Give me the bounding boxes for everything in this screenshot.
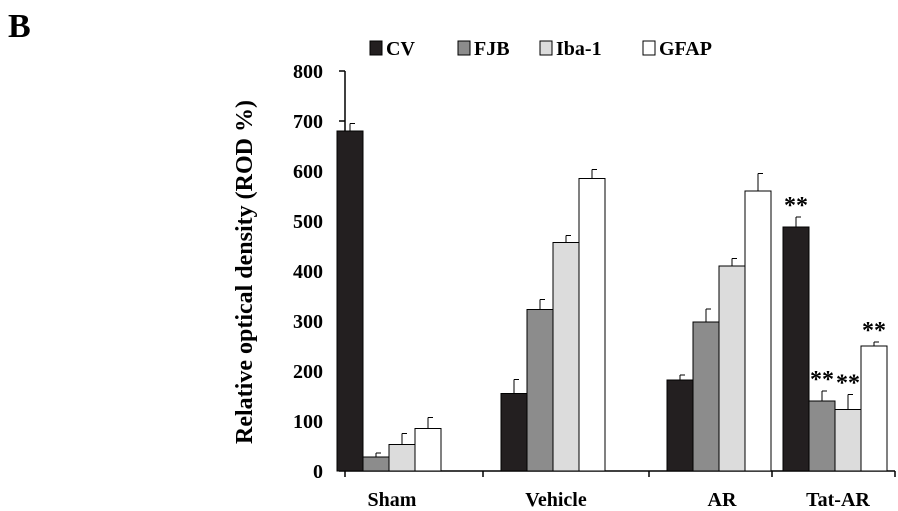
y-tick-label: 400 [293,261,323,283]
bar [860,345,888,472]
bar [552,242,580,472]
y-tick-label: 0 [313,461,323,483]
x-axis: Sham Vehicle AR Tat-AR [344,470,896,511]
x-tick-label: Vehicle [525,489,587,511]
y-axis: 0 100 200 300 400 500 600 700 800 [293,61,346,483]
bar [666,379,694,472]
bar [692,321,720,472]
bar [336,130,364,472]
legend-label: GFAP [659,38,712,60]
legend-swatch [539,40,553,56]
significance-annotations: **** **** [784,193,886,397]
bar-series [336,123,888,472]
legend-label: Iba-1 [556,38,602,60]
significance-marker: ** [836,371,860,397]
bar [834,409,862,472]
panel-label: B [8,8,31,45]
x-tick-label: Sham [368,489,417,511]
legend-label: CV [386,38,415,60]
legend-swatch [457,40,471,56]
y-tick-label: 300 [293,311,323,333]
legend-swatch [369,40,383,56]
x-tick-label: Tat-AR [806,489,870,511]
y-tick-label: 100 [293,411,323,433]
bar [500,393,528,472]
y-tick-label: 200 [293,361,323,383]
bar [526,309,554,472]
significance-marker: ** [810,367,834,393]
bar [808,400,836,472]
bar [414,428,442,472]
significance-marker: ** [784,193,808,219]
y-tick-label: 500 [293,211,323,233]
bar [744,190,772,472]
bar [782,226,810,472]
bar [578,178,606,472]
x-tick-label: AR [708,489,737,511]
bar [718,265,746,472]
bar [388,444,416,472]
legend-swatch [642,40,656,56]
y-tick-label: 700 [293,111,323,133]
y-tick-label: 800 [293,61,323,83]
chart-legend: CV FJB Iba-1 GFAP [369,38,712,60]
significance-marker: ** [862,318,886,344]
bar [362,456,390,472]
y-axis-label: Relative optical density (ROD %) [232,100,258,444]
y-tick-label: 600 [293,161,323,183]
legend-label: FJB [474,38,510,60]
